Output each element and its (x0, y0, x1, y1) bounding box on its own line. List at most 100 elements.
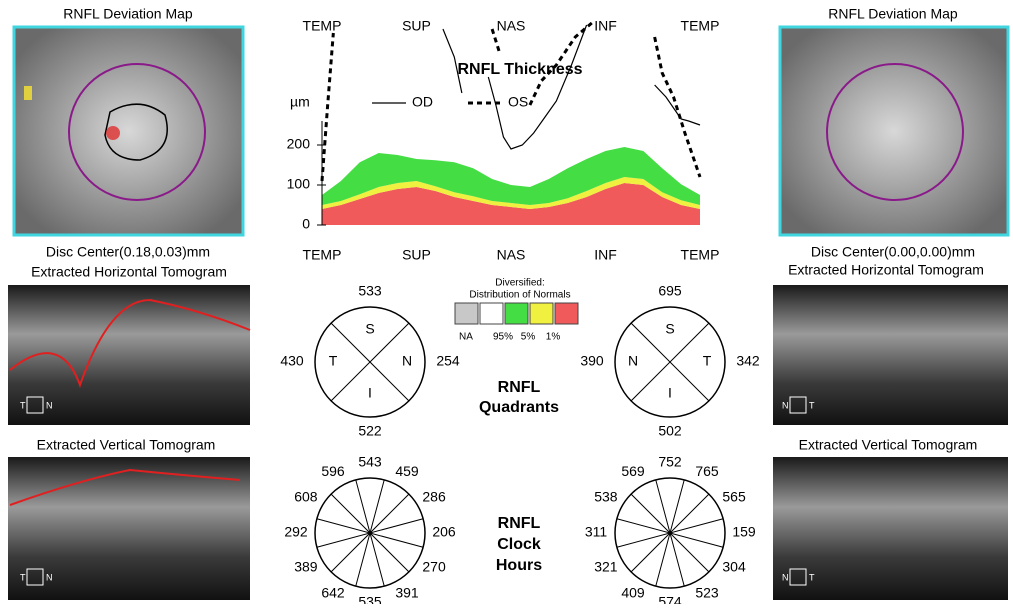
quadrant-label: I (368, 385, 372, 401)
clock-divider (355, 479, 385, 587)
labels: RNFL Deviation Map RNFL Deviation Map Di… (20, 6, 984, 583)
quadrant-label: T (329, 353, 338, 369)
x-tick-label: TEMP (681, 247, 720, 263)
clock-value: 292 (284, 524, 308, 540)
map-title: RNFL Deviation Map (63, 6, 193, 22)
clock-value: 523 (695, 584, 719, 600)
x-tick-label: INF (594, 247, 617, 263)
y-axis-label: µm (290, 94, 310, 110)
orientation: T (20, 572, 26, 582)
quadrant-value: 430 (280, 353, 304, 369)
quadrant-value: 342 (736, 353, 760, 369)
legend-box (479, 302, 504, 325)
clock-value: 752 (658, 454, 682, 470)
y-tick-label: 100 (287, 176, 311, 192)
x-tick-label: SUP (402, 18, 431, 34)
clock-title: Clock (497, 536, 541, 553)
tomograms (8, 285, 1008, 600)
orientation: N (782, 572, 789, 582)
orientation: T (809, 572, 815, 582)
x-tick-label: NAS (497, 247, 526, 263)
quadrant-divider (330, 322, 410, 402)
x-tick-label: SUP (402, 247, 431, 263)
quadrant-value: 522 (358, 423, 382, 439)
tomogram-title: Extracted Vertical Tomogram (37, 437, 216, 453)
clock-value: 321 (594, 559, 618, 575)
quadrant-value: 695 (658, 283, 682, 299)
legend-label: OD (412, 94, 433, 110)
clock-value: 765 (695, 463, 719, 479)
clock-value: 311 (585, 524, 608, 540)
quadrants-title: RNFL (498, 379, 541, 396)
right-fundus (778, 25, 1010, 237)
disc-center: Disc Center(0.00,0.00)mm (811, 244, 975, 260)
clock-value: 286 (422, 489, 446, 505)
x-tick-label: INF (594, 18, 617, 34)
clock-value: 574 (658, 594, 682, 604)
orientation: T (20, 400, 26, 410)
quadrant-label: I (668, 385, 672, 401)
x-tick-label: TEMP (303, 18, 342, 34)
quadrant-value: 254 (436, 353, 460, 369)
legend-box (554, 302, 579, 325)
tomogram-title: Extracted Horizontal Tomogram (788, 262, 984, 278)
clock-value: 538 (594, 489, 618, 505)
y-tick-label: 0 (302, 216, 310, 232)
quadrant-value: 533 (358, 283, 382, 299)
quadrants-title: Quadrants (479, 399, 559, 416)
tomogram-title: Extracted Horizontal Tomogram (31, 264, 227, 280)
chart-title: RNFL Thickness (457, 61, 582, 78)
quadrant-circle (314, 306, 426, 418)
clock-circle (314, 477, 426, 589)
norm-band (322, 183, 700, 225)
quadrant-value: 390 (580, 353, 604, 369)
left-fundus (12, 25, 245, 237)
map-title: RNFL Deviation Map (828, 6, 958, 22)
legend-label: 95% (493, 332, 513, 343)
clock-value: 459 (395, 463, 419, 479)
clock-title: Hours (496, 557, 542, 574)
clock-circle (614, 477, 726, 589)
thickness-line (320, 19, 702, 182)
legend-label: 5% (521, 332, 536, 343)
clock-value: 391 (395, 584, 419, 600)
orientation: N (782, 400, 789, 410)
legend-label: OS (508, 94, 528, 110)
legend-box (504, 302, 529, 325)
clock-value: 596 (321, 463, 345, 479)
quadrant-label: T (703, 353, 712, 369)
clock-value: 608 (294, 489, 318, 505)
legend-label: NA (459, 332, 473, 343)
clock-value: 206 (432, 524, 456, 540)
clock-value: 389 (294, 559, 318, 575)
clock-value: 565 (722, 489, 746, 505)
tomogram-title: Extracted Vertical Tomogram (799, 437, 978, 453)
legend-title: Distribution of Normals (469, 290, 570, 301)
orientation: N (46, 400, 53, 410)
quadrant-label: N (628, 353, 638, 369)
clock-value: 159 (732, 524, 756, 540)
clock-title: RNFL (498, 515, 541, 532)
clock-value: 642 (321, 584, 345, 600)
quadrant-label: S (665, 321, 674, 337)
clock-value: 569 (621, 463, 645, 479)
clock-value: 543 (358, 454, 382, 470)
y-tick-label: 200 (287, 136, 311, 152)
clock-value: 304 (722, 559, 746, 575)
legend-box (454, 302, 479, 325)
clock-divider (655, 479, 685, 587)
norm-band (322, 147, 700, 205)
quadrant-label: S (365, 321, 374, 337)
clock-value: 270 (422, 559, 446, 575)
legend-label: 1% (546, 332, 561, 343)
x-tick-label: TEMP (681, 18, 720, 34)
quadrant-divider (630, 322, 710, 402)
x-tick-label: TEMP (303, 247, 342, 263)
quadrant-value: 502 (658, 423, 682, 439)
thickness-line (442, 24, 701, 150)
legend-title: Diversified: (495, 278, 544, 289)
clock-value: 409 (621, 584, 645, 600)
clock-value: 535 (358, 594, 382, 604)
norm-band (322, 177, 700, 209)
